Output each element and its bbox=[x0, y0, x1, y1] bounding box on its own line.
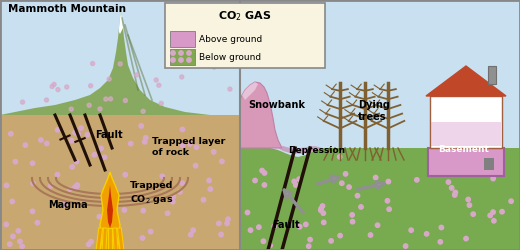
Circle shape bbox=[212, 65, 216, 69]
Circle shape bbox=[75, 183, 80, 187]
Circle shape bbox=[409, 228, 413, 232]
Circle shape bbox=[50, 84, 54, 88]
Circle shape bbox=[260, 168, 264, 173]
Circle shape bbox=[308, 238, 313, 242]
Circle shape bbox=[492, 218, 496, 223]
Circle shape bbox=[157, 83, 161, 87]
Polygon shape bbox=[119, 12, 123, 34]
Text: Trapped
CO$_2$ gas: Trapped CO$_2$ gas bbox=[130, 181, 173, 206]
Text: Snowbank: Snowbank bbox=[248, 100, 305, 110]
Circle shape bbox=[368, 233, 373, 237]
Circle shape bbox=[79, 126, 83, 130]
Circle shape bbox=[338, 234, 342, 238]
Circle shape bbox=[99, 146, 103, 151]
Circle shape bbox=[128, 142, 133, 146]
Circle shape bbox=[141, 109, 145, 113]
Circle shape bbox=[90, 62, 95, 66]
Circle shape bbox=[55, 172, 60, 177]
Circle shape bbox=[171, 58, 175, 62]
Circle shape bbox=[160, 174, 164, 178]
Circle shape bbox=[35, 220, 40, 225]
Text: Below ground: Below ground bbox=[199, 52, 261, 62]
Circle shape bbox=[122, 208, 126, 212]
Circle shape bbox=[201, 198, 206, 202]
Circle shape bbox=[97, 214, 101, 219]
Circle shape bbox=[141, 208, 146, 213]
Circle shape bbox=[123, 172, 127, 177]
Circle shape bbox=[74, 160, 79, 164]
Circle shape bbox=[321, 220, 326, 224]
Circle shape bbox=[509, 199, 513, 203]
Circle shape bbox=[340, 181, 344, 186]
Circle shape bbox=[219, 232, 223, 237]
Circle shape bbox=[187, 58, 191, 62]
Circle shape bbox=[268, 243, 272, 248]
Circle shape bbox=[471, 212, 475, 216]
Circle shape bbox=[180, 143, 185, 148]
Circle shape bbox=[73, 185, 77, 189]
Circle shape bbox=[178, 190, 182, 194]
Circle shape bbox=[4, 183, 9, 188]
Circle shape bbox=[329, 239, 333, 243]
Circle shape bbox=[139, 124, 144, 128]
Polygon shape bbox=[165, 3, 325, 68]
Circle shape bbox=[30, 161, 35, 166]
Circle shape bbox=[453, 190, 458, 195]
Circle shape bbox=[449, 186, 454, 190]
Circle shape bbox=[89, 240, 94, 244]
Circle shape bbox=[439, 225, 444, 230]
Circle shape bbox=[387, 207, 392, 212]
Circle shape bbox=[464, 236, 468, 241]
Circle shape bbox=[73, 130, 77, 135]
Circle shape bbox=[109, 97, 113, 101]
Circle shape bbox=[165, 211, 170, 216]
FancyArrowPatch shape bbox=[358, 182, 384, 190]
Circle shape bbox=[491, 176, 496, 181]
Polygon shape bbox=[242, 82, 258, 100]
Circle shape bbox=[375, 223, 380, 228]
Text: CO$_2$ GAS: CO$_2$ GAS bbox=[218, 9, 272, 23]
Circle shape bbox=[191, 228, 196, 232]
Circle shape bbox=[187, 51, 191, 55]
Circle shape bbox=[149, 229, 153, 234]
Circle shape bbox=[452, 193, 457, 197]
Circle shape bbox=[249, 228, 253, 232]
Circle shape bbox=[49, 184, 53, 188]
Circle shape bbox=[69, 107, 73, 111]
Circle shape bbox=[212, 150, 216, 154]
Circle shape bbox=[159, 102, 163, 105]
Circle shape bbox=[4, 222, 8, 226]
Circle shape bbox=[52, 82, 56, 86]
Circle shape bbox=[219, 159, 224, 164]
Circle shape bbox=[424, 232, 429, 236]
Circle shape bbox=[466, 197, 471, 202]
Circle shape bbox=[500, 210, 504, 214]
Circle shape bbox=[18, 239, 22, 244]
Circle shape bbox=[45, 141, 49, 146]
Circle shape bbox=[102, 155, 107, 160]
Circle shape bbox=[476, 156, 480, 161]
Circle shape bbox=[245, 210, 250, 215]
Circle shape bbox=[74, 184, 79, 189]
Circle shape bbox=[257, 225, 261, 229]
Circle shape bbox=[65, 85, 69, 89]
Circle shape bbox=[180, 75, 184, 79]
Circle shape bbox=[272, 224, 277, 228]
Circle shape bbox=[321, 211, 326, 215]
Circle shape bbox=[350, 213, 354, 217]
Circle shape bbox=[10, 199, 15, 204]
Circle shape bbox=[21, 100, 24, 104]
Circle shape bbox=[253, 178, 257, 183]
Circle shape bbox=[228, 87, 232, 91]
Circle shape bbox=[262, 171, 267, 175]
Circle shape bbox=[319, 206, 323, 211]
Circle shape bbox=[31, 181, 35, 186]
Circle shape bbox=[179, 51, 183, 55]
Circle shape bbox=[180, 127, 185, 132]
Circle shape bbox=[359, 205, 363, 209]
Circle shape bbox=[355, 194, 360, 198]
Circle shape bbox=[292, 179, 296, 184]
Text: Depression: Depression bbox=[288, 146, 345, 155]
Circle shape bbox=[30, 209, 35, 214]
